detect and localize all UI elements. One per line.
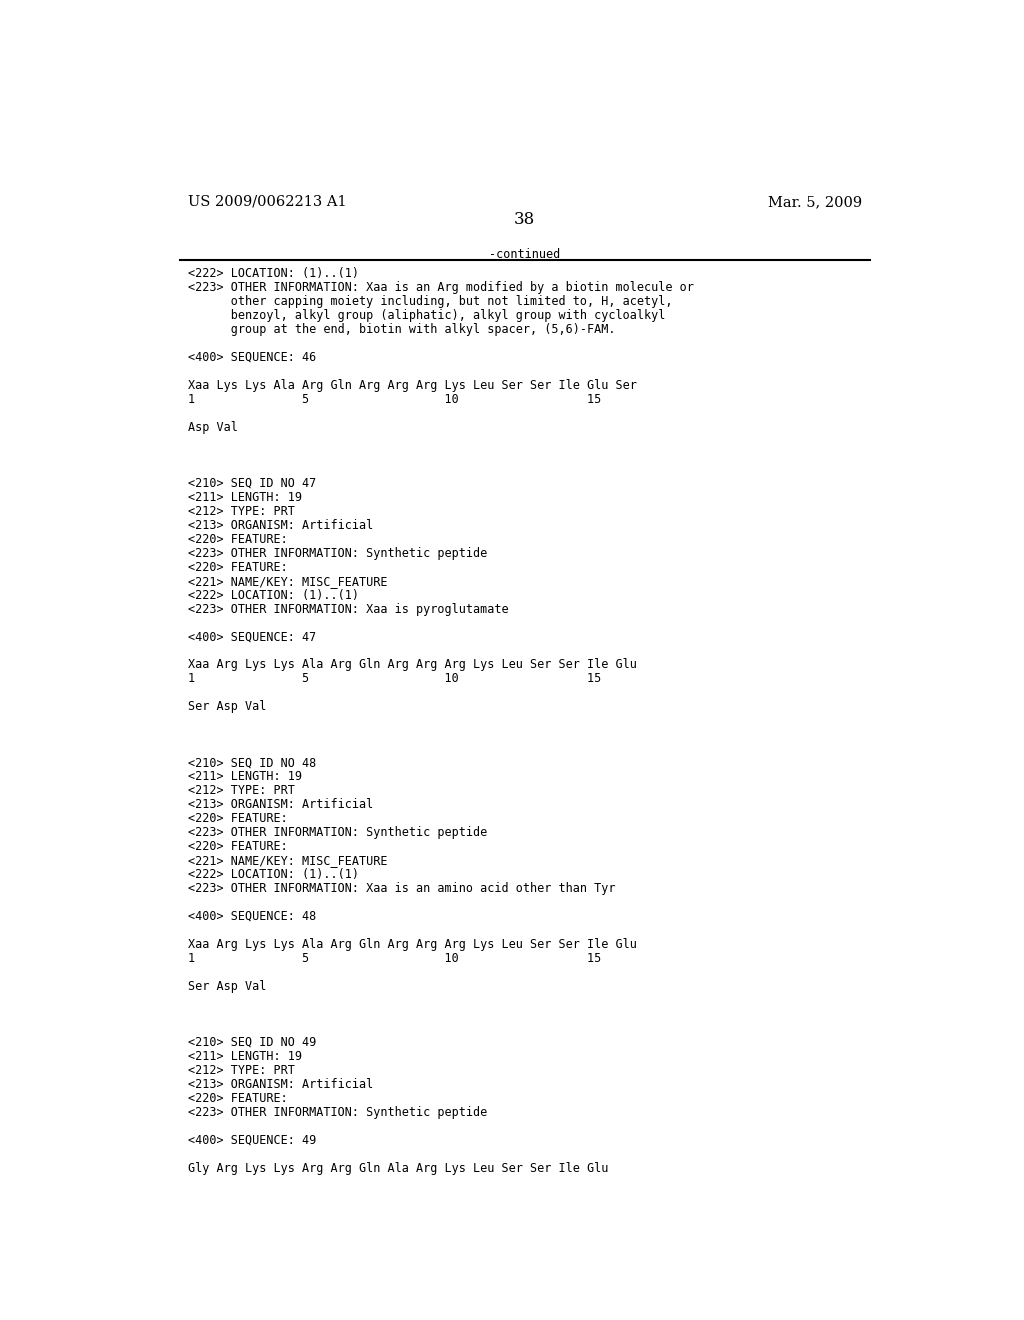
Text: <213> ORGANISM: Artificial: <213> ORGANISM: Artificial (187, 519, 373, 532)
Text: Mar. 5, 2009: Mar. 5, 2009 (768, 195, 862, 209)
Text: -continued: -continued (489, 248, 560, 261)
Text: Gly Arg Lys Lys Arg Arg Gln Ala Arg Lys Leu Ser Ser Ile Glu: Gly Arg Lys Lys Arg Arg Gln Ala Arg Lys … (187, 1162, 608, 1175)
Text: Xaa Lys Lys Ala Arg Gln Arg Arg Arg Lys Leu Ser Ser Ile Glu Ser: Xaa Lys Lys Ala Arg Gln Arg Arg Arg Lys … (187, 379, 636, 392)
Text: <211> LENGTH: 19: <211> LENGTH: 19 (187, 491, 301, 504)
Text: <220> FEATURE:: <220> FEATURE: (187, 1092, 288, 1105)
Text: <400> SEQUENCE: 48: <400> SEQUENCE: 48 (187, 909, 315, 923)
Text: <400> SEQUENCE: 47: <400> SEQUENCE: 47 (187, 631, 315, 644)
Text: <213> ORGANISM: Artificial: <213> ORGANISM: Artificial (187, 1077, 373, 1090)
Text: group at the end, biotin with alkyl spacer, (5,6)-FAM.: group at the end, biotin with alkyl spac… (187, 323, 615, 337)
Text: <212> TYPE: PRT: <212> TYPE: PRT (187, 1064, 294, 1077)
Text: other capping moiety including, but not limited to, H, acetyl,: other capping moiety including, but not … (187, 296, 672, 308)
Text: <223> OTHER INFORMATION: Xaa is pyroglutamate: <223> OTHER INFORMATION: Xaa is pyroglut… (187, 602, 508, 615)
Text: 1               5                   10                  15: 1 5 10 15 (187, 952, 601, 965)
Text: benzoyl, alkyl group (aliphatic), alkyl group with cycloalkyl: benzoyl, alkyl group (aliphatic), alkyl … (187, 309, 665, 322)
Text: <223> OTHER INFORMATION: Xaa is an amino acid other than Tyr: <223> OTHER INFORMATION: Xaa is an amino… (187, 882, 615, 895)
Text: <211> LENGTH: 19: <211> LENGTH: 19 (187, 771, 301, 783)
Text: <210> SEQ ID NO 47: <210> SEQ ID NO 47 (187, 477, 315, 490)
Text: <212> TYPE: PRT: <212> TYPE: PRT (187, 504, 294, 517)
Text: 38: 38 (514, 211, 536, 228)
Text: <212> TYPE: PRT: <212> TYPE: PRT (187, 784, 294, 797)
Text: Ser Asp Val: Ser Asp Val (187, 701, 266, 713)
Text: <223> OTHER INFORMATION: Synthetic peptide: <223> OTHER INFORMATION: Synthetic pepti… (187, 546, 486, 560)
Text: 1               5                   10                  15: 1 5 10 15 (187, 672, 601, 685)
Text: <400> SEQUENCE: 49: <400> SEQUENCE: 49 (187, 1134, 315, 1147)
Text: <222> LOCATION: (1)..(1): <222> LOCATION: (1)..(1) (187, 589, 358, 602)
Text: 1               5                   10                  15: 1 5 10 15 (187, 393, 601, 407)
Text: <223> OTHER INFORMATION: Synthetic peptide: <223> OTHER INFORMATION: Synthetic pepti… (187, 1106, 486, 1118)
Text: <221> NAME/KEY: MISC_FEATURE: <221> NAME/KEY: MISC_FEATURE (187, 854, 387, 867)
Text: <211> LENGTH: 19: <211> LENGTH: 19 (187, 1049, 301, 1063)
Text: <222> LOCATION: (1)..(1): <222> LOCATION: (1)..(1) (187, 869, 358, 882)
Text: <210> SEQ ID NO 48: <210> SEQ ID NO 48 (187, 756, 315, 770)
Text: US 2009/0062213 A1: US 2009/0062213 A1 (187, 195, 346, 209)
Text: Asp Val: Asp Val (187, 421, 238, 434)
Text: <223> OTHER INFORMATION: Xaa is an Arg modified by a biotin molecule or: <223> OTHER INFORMATION: Xaa is an Arg m… (187, 281, 693, 294)
Text: <220> FEATURE:: <220> FEATURE: (187, 561, 288, 574)
Text: <220> FEATURE:: <220> FEATURE: (187, 533, 288, 545)
Text: <221> NAME/KEY: MISC_FEATURE: <221> NAME/KEY: MISC_FEATURE (187, 574, 387, 587)
Text: <220> FEATURE:: <220> FEATURE: (187, 812, 288, 825)
Text: <400> SEQUENCE: 46: <400> SEQUENCE: 46 (187, 351, 315, 364)
Text: <210> SEQ ID NO 49: <210> SEQ ID NO 49 (187, 1036, 315, 1049)
Text: <220> FEATURE:: <220> FEATURE: (187, 840, 288, 853)
Text: Ser Asp Val: Ser Asp Val (187, 979, 266, 993)
Text: Xaa Arg Lys Lys Ala Arg Gln Arg Arg Arg Lys Leu Ser Ser Ile Glu: Xaa Arg Lys Lys Ala Arg Gln Arg Arg Arg … (187, 939, 636, 950)
Text: <213> ORGANISM: Artificial: <213> ORGANISM: Artificial (187, 799, 373, 812)
Text: <222> LOCATION: (1)..(1): <222> LOCATION: (1)..(1) (187, 267, 358, 280)
Text: <223> OTHER INFORMATION: Synthetic peptide: <223> OTHER INFORMATION: Synthetic pepti… (187, 826, 486, 840)
Text: Xaa Arg Lys Lys Ala Arg Gln Arg Arg Arg Lys Leu Ser Ser Ile Glu: Xaa Arg Lys Lys Ala Arg Gln Arg Arg Arg … (187, 659, 636, 672)
